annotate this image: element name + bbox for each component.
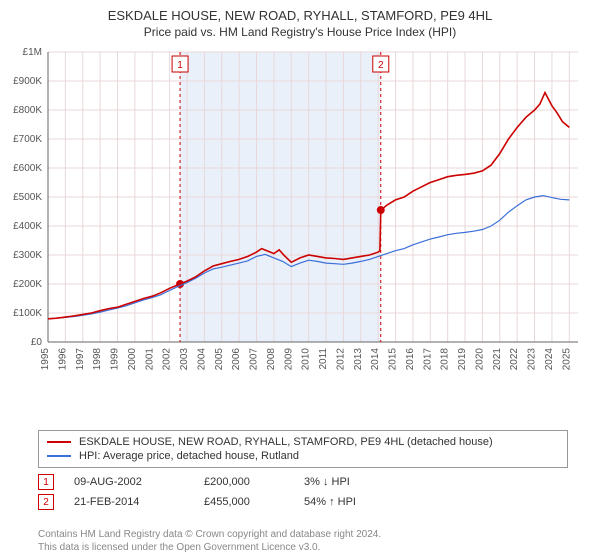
svg-text:2016: 2016 — [405, 348, 416, 371]
marker-row-2: 2 21-FEB-2014 £455,000 54% ↑ HPI — [38, 494, 568, 510]
marker-date-1: 09-AUG-2002 — [74, 476, 204, 488]
svg-text:£500K: £500K — [13, 192, 42, 203]
svg-text:2018: 2018 — [440, 348, 451, 371]
svg-text:1995: 1995 — [40, 348, 51, 371]
chart-subtitle: Price paid vs. HM Land Registry's House … — [0, 23, 600, 39]
svg-text:£600K: £600K — [13, 163, 42, 174]
svg-text:2005: 2005 — [214, 348, 225, 371]
svg-text:1996: 1996 — [57, 348, 68, 371]
svg-text:2022: 2022 — [509, 348, 520, 371]
svg-text:2023: 2023 — [527, 348, 538, 371]
svg-text:2004: 2004 — [196, 348, 207, 371]
svg-text:£200K: £200K — [13, 279, 42, 290]
svg-text:2024: 2024 — [544, 348, 555, 371]
svg-text:2017: 2017 — [422, 348, 433, 371]
svg-text:2009: 2009 — [283, 348, 294, 371]
marker-hpi-1: 3% ↓ HPI — [304, 476, 350, 488]
legend-box: ESKDALE HOUSE, NEW ROAD, RYHALL, STAMFOR… — [38, 430, 568, 468]
marker-price-2: £455,000 — [204, 496, 304, 508]
marker-date-2: 21-FEB-2014 — [74, 496, 204, 508]
marker-row-1: 1 09-AUG-2002 £200,000 3% ↓ HPI — [38, 474, 568, 490]
footer-line-1: Contains HM Land Registry data © Crown c… — [38, 528, 568, 541]
svg-text:£900K: £900K — [13, 76, 42, 87]
svg-text:2013: 2013 — [353, 348, 364, 371]
svg-text:2000: 2000 — [127, 348, 138, 371]
svg-text:£400K: £400K — [13, 221, 42, 232]
svg-text:1997: 1997 — [75, 348, 86, 371]
footer-line-2: This data is licensed under the Open Gov… — [38, 541, 568, 554]
footer-attribution: Contains HM Land Registry data © Crown c… — [38, 528, 568, 554]
svg-text:2021: 2021 — [492, 348, 503, 371]
svg-text:2014: 2014 — [370, 348, 381, 371]
svg-text:£800K: £800K — [13, 105, 42, 116]
svg-text:2: 2 — [378, 60, 384, 71]
svg-text:2006: 2006 — [231, 348, 242, 371]
legend-label-property: ESKDALE HOUSE, NEW ROAD, RYHALL, STAMFOR… — [79, 436, 493, 448]
svg-text:2011: 2011 — [318, 348, 329, 370]
svg-text:2007: 2007 — [249, 348, 260, 371]
legend-swatch-hpi — [47, 455, 71, 457]
marker-price-1: £200,000 — [204, 476, 304, 488]
svg-text:1999: 1999 — [110, 348, 121, 371]
svg-text:£1M: £1M — [23, 47, 42, 58]
svg-text:£100K: £100K — [13, 308, 42, 319]
svg-text:2002: 2002 — [162, 348, 173, 371]
svg-text:2001: 2001 — [144, 348, 155, 371]
svg-text:2010: 2010 — [301, 348, 312, 371]
marker-badge-2: 2 — [38, 494, 54, 510]
chart-title: ESKDALE HOUSE, NEW ROAD, RYHALL, STAMFOR… — [0, 0, 600, 23]
svg-text:2003: 2003 — [179, 348, 190, 371]
svg-text:2020: 2020 — [474, 348, 485, 371]
price-chart: £0£100K£200K£300K£400K£500K£600K£700K£80… — [48, 52, 578, 382]
svg-text:1: 1 — [177, 60, 183, 71]
legend-label-hpi: HPI: Average price, detached house, Rutl… — [79, 450, 299, 462]
svg-text:2025: 2025 — [561, 348, 572, 371]
svg-text:2019: 2019 — [457, 348, 468, 371]
legend-swatch-property — [47, 441, 71, 443]
legend-row-hpi: HPI: Average price, detached house, Rutl… — [47, 449, 559, 463]
marker-hpi-2: 54% ↑ HPI — [304, 496, 356, 508]
svg-text:2008: 2008 — [266, 348, 277, 371]
svg-text:£0: £0 — [31, 337, 43, 348]
legend-row-property: ESKDALE HOUSE, NEW ROAD, RYHALL, STAMFOR… — [47, 435, 559, 449]
svg-text:£300K: £300K — [13, 250, 42, 261]
svg-text:2012: 2012 — [335, 348, 346, 371]
svg-text:2015: 2015 — [388, 348, 399, 371]
svg-text:£700K: £700K — [13, 134, 42, 145]
svg-text:1998: 1998 — [92, 348, 103, 371]
marker-badge-1: 1 — [38, 474, 54, 490]
